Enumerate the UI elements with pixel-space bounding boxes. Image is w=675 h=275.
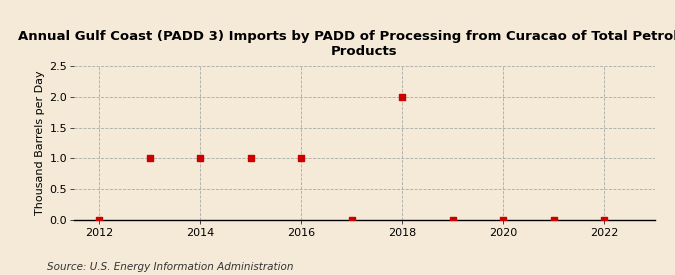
Point — [599, 218, 610, 222]
Point — [346, 218, 357, 222]
Point — [296, 156, 307, 161]
Text: Source: U.S. Energy Information Administration: Source: U.S. Energy Information Administ… — [47, 262, 294, 272]
Point — [397, 95, 408, 99]
Point — [94, 218, 105, 222]
Point — [195, 156, 206, 161]
Point — [548, 218, 559, 222]
Point — [498, 218, 509, 222]
Y-axis label: Thousand Barrels per Day: Thousand Barrels per Day — [35, 71, 45, 215]
Point — [144, 156, 155, 161]
Point — [448, 218, 458, 222]
Point — [246, 156, 256, 161]
Title: Annual Gulf Coast (PADD 3) Imports by PADD of Processing from Curacao of Total P: Annual Gulf Coast (PADD 3) Imports by PA… — [18, 30, 675, 58]
